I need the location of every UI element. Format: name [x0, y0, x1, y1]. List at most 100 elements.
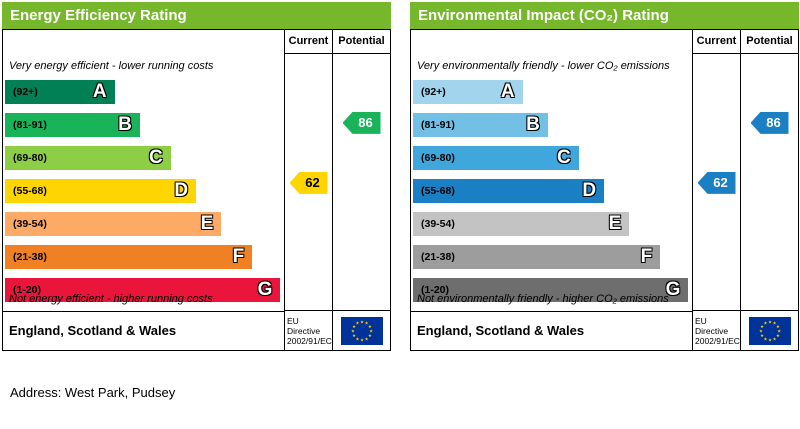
- band-row-a: (92+) A: [411, 80, 692, 110]
- band-b-bar: (81-91) B: [5, 113, 140, 138]
- eu-flag-cell: ★ ★ ★ ★ ★ ★ ★ ★ ★ ★ ★ ★: [741, 310, 798, 350]
- energy-chart-title: Energy Efficiency Rating: [2, 2, 391, 29]
- eu-directive-line1: EU Directive: [695, 315, 729, 336]
- band-c-bar: (69-80) C: [5, 146, 171, 171]
- band-row-d: (55-68) D: [411, 179, 692, 209]
- potential-column-header: Potential: [741, 30, 798, 54]
- environmental-impact-chart: Environmental Impact (CO₂) Rating Very e…: [410, 2, 799, 351]
- eu-flag-icon: ★ ★ ★★ ★★ ★★ ★★ ★★: [340, 316, 383, 345]
- eu-flag-cell: ★ ★ ★ ★ ★ ★ ★ ★ ★ ★ ★ ★: [333, 310, 390, 350]
- epc-charts: Energy Efficiency Rating Very energy eff…: [2, 2, 800, 351]
- band-f-bar: (21-38) F: [413, 245, 661, 270]
- svg-text:★: ★: [772, 320, 776, 326]
- environmental-chart-box: Very environmentally friendly - lower CO…: [410, 29, 799, 351]
- band-d-letter: D: [582, 180, 597, 202]
- svg-text:★: ★: [364, 320, 368, 326]
- svg-text:★: ★: [763, 336, 767, 342]
- band-f-range: (21-38): [421, 251, 455, 264]
- address-line: Address: West Park, Pudsey: [10, 385, 176, 400]
- svg-text:★: ★: [767, 337, 771, 343]
- band-e-range: (39-54): [421, 218, 455, 231]
- band-b-letter: B: [526, 114, 540, 136]
- band-e-bar: (39-54) E: [413, 212, 630, 237]
- eu-directive-line2: 2002/91/EC: [287, 335, 332, 346]
- band-f-letter: F: [232, 246, 245, 268]
- band-f-range: (21-38): [13, 251, 47, 264]
- region-label: England, Scotland & Wales: [3, 310, 284, 350]
- energy-potential-rating-tag: 86: [342, 111, 381, 134]
- band-c-letter: C: [557, 147, 571, 169]
- band-e-letter: E: [608, 213, 622, 235]
- band-row-c: (69-80) C: [411, 146, 692, 176]
- band-g-letter: G: [665, 279, 681, 301]
- energy-current-column: Current 62 EU Directive 2002/91/EC: [284, 30, 332, 350]
- band-row-e: (39-54) E: [411, 212, 692, 242]
- svg-text:★: ★: [355, 336, 359, 342]
- energy-bottom-note: Not energy efficient - higher running co…: [9, 292, 213, 305]
- page: Energy Efficiency Rating Very energy eff…: [2, 2, 800, 400]
- band-f-letter: F: [640, 246, 653, 268]
- band-row-b: (81-91) B: [411, 113, 692, 143]
- region-label: England, Scotland & Wales: [411, 310, 692, 350]
- svg-text:★: ★: [775, 333, 779, 339]
- band-b-range: (81-91): [13, 119, 47, 132]
- energy-band-rows: (92+) A (81-91) B (69-80: [3, 77, 284, 303]
- band-b-range: (81-91): [421, 119, 455, 132]
- eu-flag-icon: ★ ★ ★★ ★★ ★★ ★★ ★★: [748, 316, 791, 345]
- svg-text:★: ★: [760, 324, 764, 330]
- band-d-range: (55-68): [13, 185, 47, 198]
- band-row-g: (1-20) G: [3, 278, 284, 308]
- band-c-range: (69-80): [13, 152, 47, 165]
- energy-potential-body: 86: [333, 54, 390, 310]
- environmental-current-column: Current 62 EU Directive 2002/91/EC: [692, 30, 740, 350]
- band-d-bar: (55-68) D: [5, 179, 197, 204]
- band-e-letter: E: [200, 213, 214, 235]
- band-row-c: (69-80) C: [3, 146, 284, 176]
- eu-directive-label: EU Directive 2002/91/EC: [285, 310, 332, 350]
- potential-column-header: Potential: [333, 30, 390, 54]
- band-row-e: (39-54) E: [3, 212, 284, 242]
- band-d-bar: (55-68) D: [413, 179, 605, 204]
- band-row-a: (92+) A: [3, 80, 284, 110]
- band-a-bar: (92+) A: [5, 80, 115, 105]
- band-f-bar: (21-38) F: [5, 245, 253, 270]
- svg-text:★: ★: [775, 324, 779, 330]
- environmental-band-rows: (92+) A (81-91) B (69-80: [411, 77, 692, 303]
- energy-potential-column: Potential 86 ★ ★ ★ ★ ★ ★ ★ ★ ★ ★: [332, 30, 390, 350]
- environmental-potential-body: 86: [741, 54, 798, 310]
- band-row-g: (1-20) G: [411, 278, 692, 308]
- eu-directive-line2: 2002/91/EC: [695, 335, 740, 346]
- band-a-range: (92+): [13, 86, 38, 99]
- environmental-potential-rating-tag: 86: [750, 111, 789, 134]
- band-g-range: (1-20): [421, 284, 450, 297]
- band-a-range: (92+): [421, 86, 446, 99]
- environmental-chart-title: Environmental Impact (CO₂) Rating: [410, 2, 799, 29]
- svg-text:★: ★: [777, 328, 781, 334]
- band-g-bar: (1-20) G: [413, 278, 689, 303]
- current-column-header: Current: [693, 30, 740, 54]
- svg-text:★: ★: [772, 336, 776, 342]
- eu-directive-label: EU Directive 2002/91/EC: [693, 310, 740, 350]
- svg-text:★: ★: [767, 319, 771, 325]
- environmental-top-note: Very environmentally friendly - lower CO…: [417, 60, 670, 73]
- band-c-letter: C: [149, 147, 163, 169]
- environmental-band-column: Very environmentally friendly - lower CO…: [411, 30, 692, 350]
- eu-directive-line1: EU Directive: [287, 315, 321, 336]
- svg-text:★: ★: [758, 328, 762, 334]
- energy-chart-box: Very energy efficient - lower running co…: [2, 29, 391, 351]
- environmental-potential-column: Potential 86 ★ ★ ★ ★ ★ ★ ★ ★ ★ ★: [740, 30, 798, 350]
- band-e-bar: (39-54) E: [5, 212, 222, 237]
- svg-text:★: ★: [364, 336, 368, 342]
- band-a-letter: A: [500, 81, 515, 103]
- svg-text:★: ★: [367, 333, 371, 339]
- svg-text:★: ★: [352, 333, 356, 339]
- energy-top-note: Very energy efficient - lower running co…: [9, 60, 214, 73]
- band-c-bar: (69-80) C: [413, 146, 579, 171]
- environmental-current-body: 62: [693, 54, 740, 310]
- band-row-f: (21-38) F: [411, 245, 692, 275]
- environmental-current-rating-tag: 62: [697, 171, 736, 194]
- environmental-bottom-note: Not environmentally friendly - higher CO…: [417, 292, 669, 305]
- svg-text:★: ★: [350, 328, 354, 334]
- current-column-header: Current: [285, 30, 332, 54]
- band-a-letter: A: [92, 81, 107, 103]
